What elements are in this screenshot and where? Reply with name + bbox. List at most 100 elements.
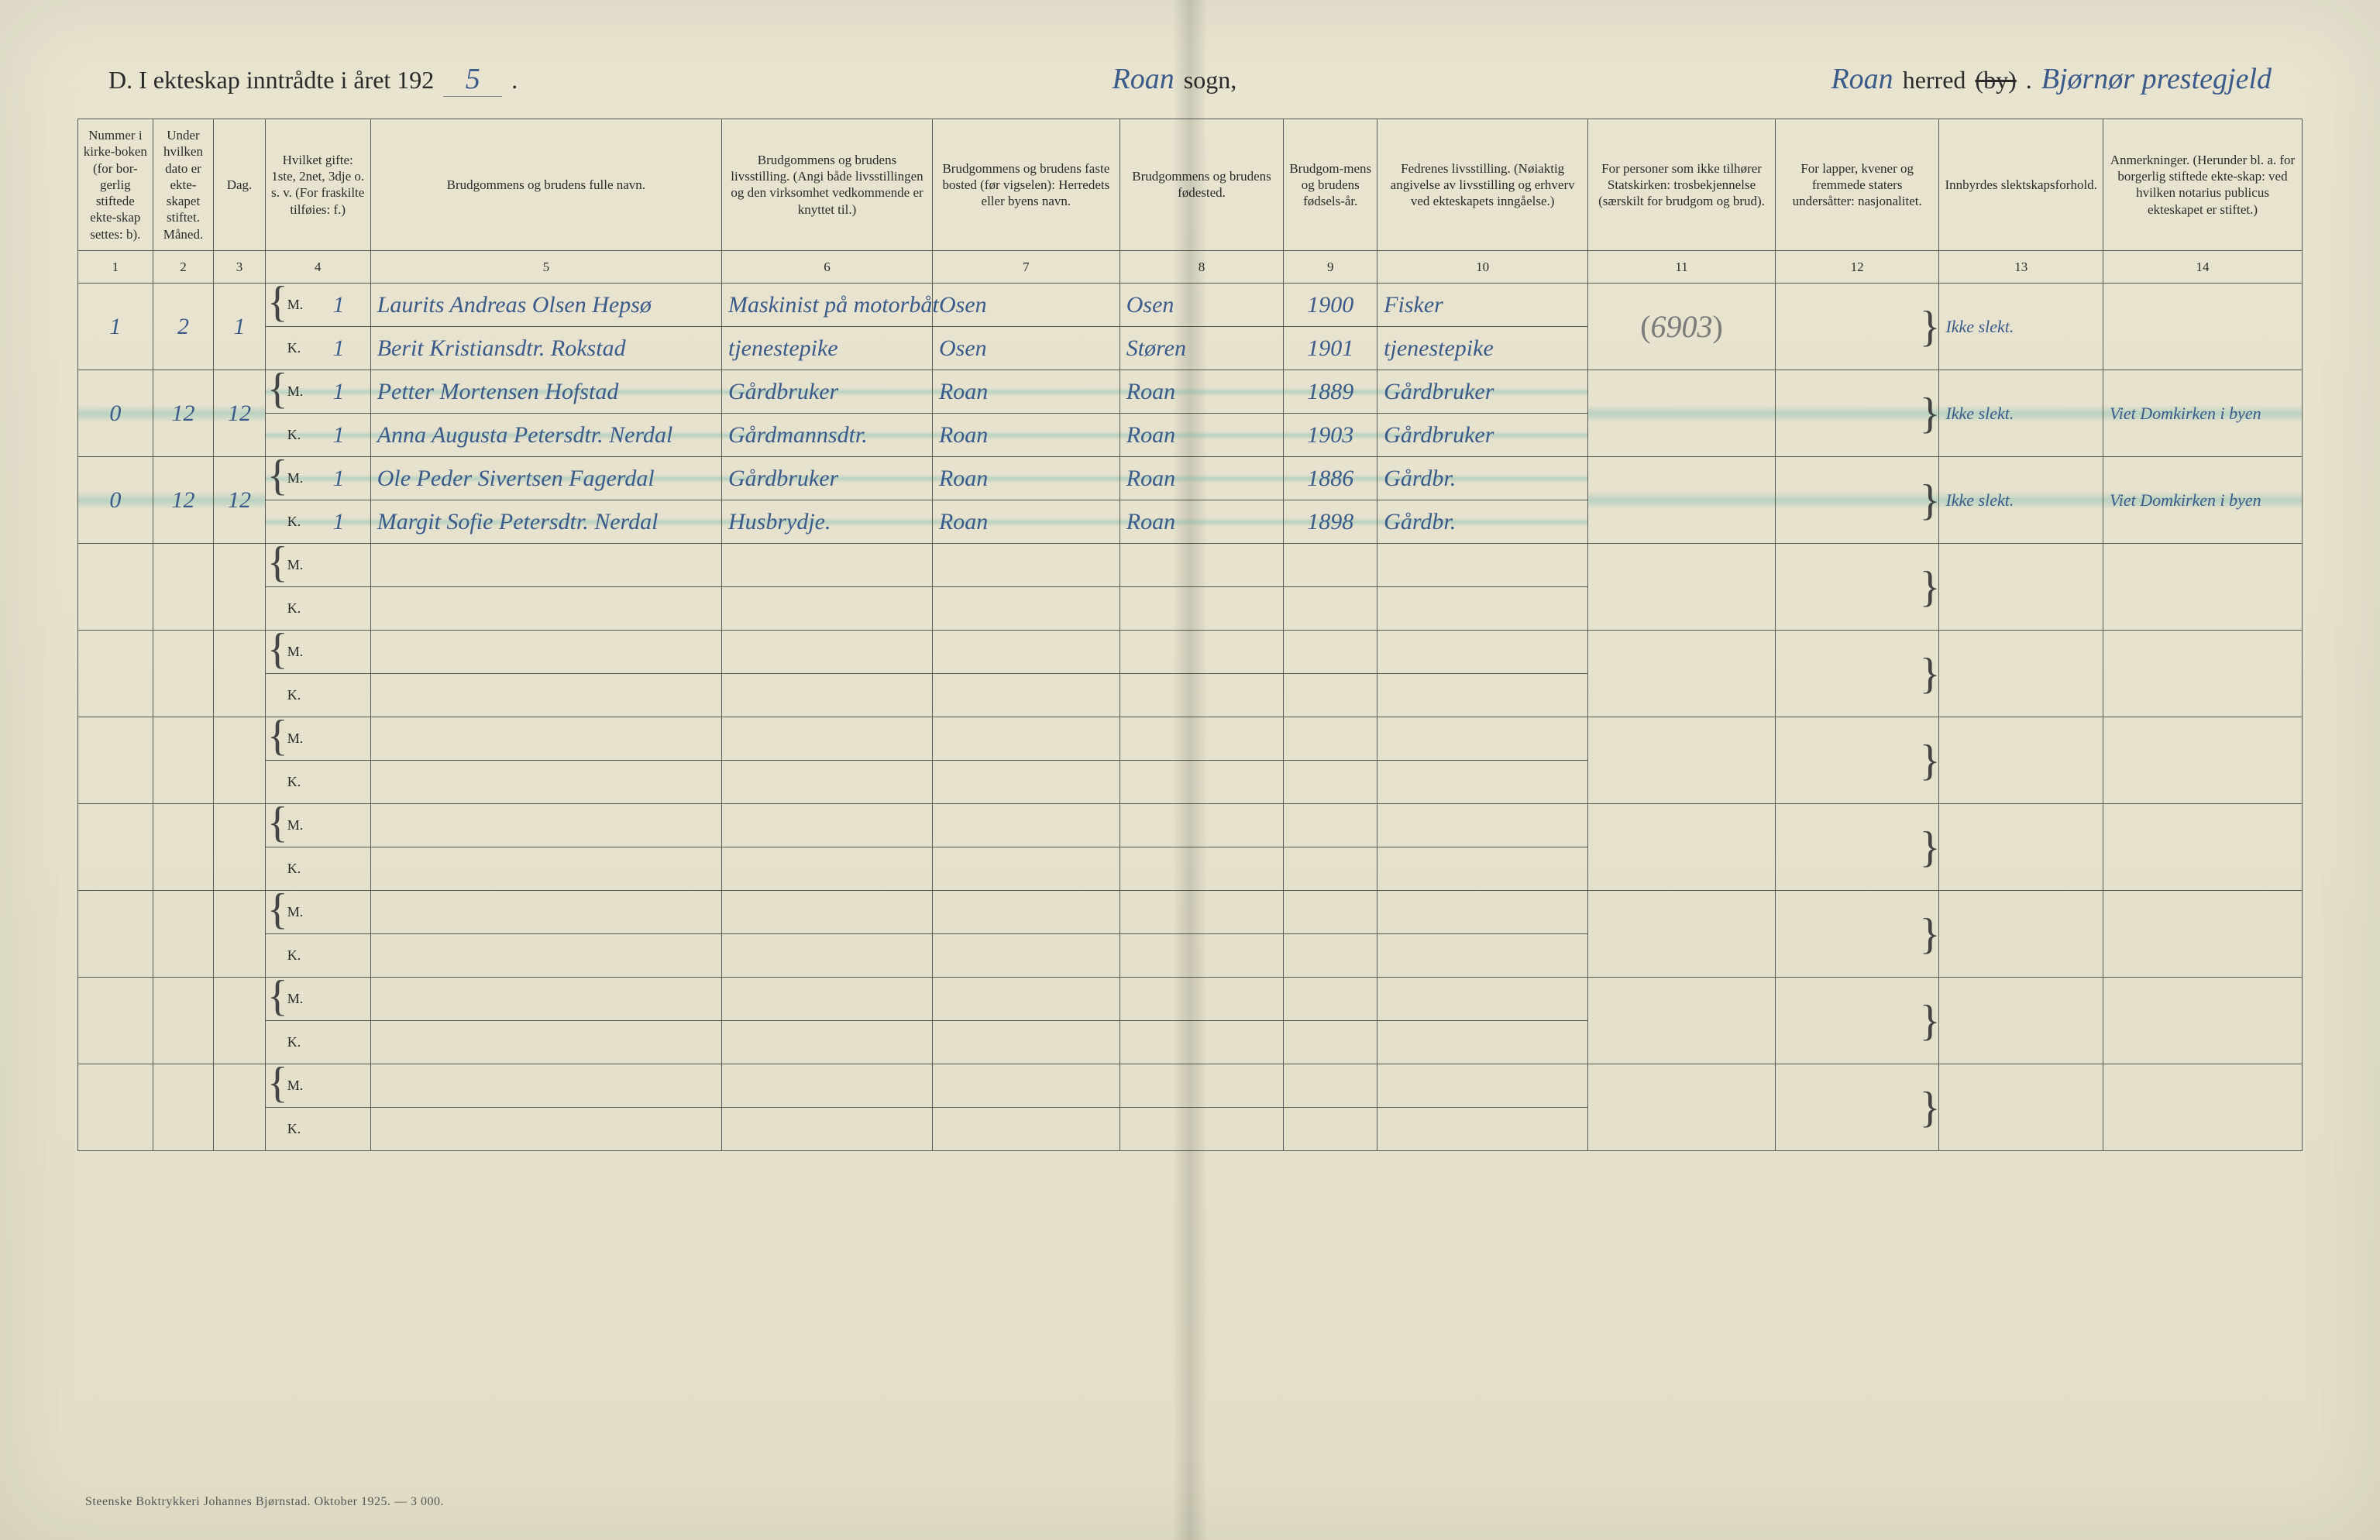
mk-label-k: K. — [265, 934, 307, 978]
col-num-7: 7 — [932, 250, 1119, 283]
year-digit: 5 — [443, 62, 502, 97]
mk-label-m: {M. — [265, 717, 307, 761]
anm-cell: Viet Domkirken i byen — [2103, 457, 2303, 544]
mk-label-m: {M. — [265, 978, 307, 1021]
entry-day: 1 — [214, 284, 265, 370]
mk-label-m: {M. — [265, 891, 307, 934]
entry-number: 0 — [78, 457, 153, 544]
register-page: D. I ekteskap inntrådte i året 192 5. Roa… — [0, 0, 2380, 1540]
col-num-10: 10 — [1377, 250, 1588, 283]
entry-month: 12 — [153, 370, 214, 457]
header-period: . — [511, 66, 518, 95]
sogn-value: Roan — [1113, 62, 1175, 96]
mk-label-m: {M. — [265, 631, 307, 674]
col-header-8: Brudgommens og brudens fødested. — [1119, 119, 1284, 251]
herred-value: Roan — [1831, 62, 1893, 96]
col-num-8: 8 — [1119, 250, 1284, 283]
col-header-12: For lapper, kvener og fremmede staters u… — [1775, 119, 1939, 251]
gifte-k: 1 — [308, 327, 371, 370]
table-head: Nummer i kirke-boken (for bor-gerlig sti… — [78, 119, 2303, 284]
anm-cell — [2103, 284, 2303, 370]
gifte-m: 1 — [308, 284, 371, 327]
col-num-5: 5 — [370, 250, 721, 283]
header-row: Nummer i kirke-boken (for bor-gerlig sti… — [78, 119, 2303, 251]
empty-row: {M. — [78, 891, 2303, 934]
prestegjeld-value: Bjørnør prestegjeld — [2041, 62, 2272, 96]
col11-note — [1588, 370, 1776, 457]
col-num-6: 6 — [722, 250, 933, 283]
entry-month: 12 — [153, 457, 214, 544]
mk-label-k: K. — [265, 500, 307, 544]
slekt-cell: Ikke slekt. — [1939, 457, 2103, 544]
mk-label-m: {M. — [265, 804, 307, 847]
col-header-3: Dag. — [214, 119, 265, 251]
col-num-1: 1 — [78, 250, 153, 283]
sogn-label: sogn, — [1184, 66, 1236, 95]
col-header-2: Under hvilken dato er ekte-skapet stifte… — [153, 119, 214, 251]
header-prefix: D. I ekteskap inntrådte i året 192 — [108, 66, 434, 95]
mk-label-k: K. — [265, 1108, 307, 1151]
mk-label-m: {M. — [265, 284, 307, 327]
printer-footer: Steenske Boktrykkeri Johannes Bjørnstad.… — [85, 1495, 444, 1509]
col12-cell — [1775, 370, 1939, 457]
gifte-k: 1 — [308, 500, 371, 544]
col-header-9: Brudgom-mens og brudens fødsels-år. — [1284, 119, 1377, 251]
col-header-10: Fedrenes livsstilling. (Nøiaktig angivel… — [1377, 119, 1588, 251]
col-num-2: 2 — [153, 250, 214, 283]
col11-note — [1588, 457, 1776, 544]
entry-number: 1 — [78, 284, 153, 370]
empty-row: {M. — [78, 544, 2303, 587]
col12-cell — [1775, 457, 1939, 544]
mk-label-k: K. — [265, 1021, 307, 1064]
slekt-cell: Ikke slekt. — [1939, 284, 2103, 370]
herred-label-post: . — [2026, 66, 2032, 95]
col-num-9: 9 — [1284, 250, 1377, 283]
column-number-row: 1234567891011121314 — [78, 250, 2303, 283]
anm-cell: Viet Domkirken i byen — [2103, 370, 2303, 457]
col-num-3: 3 — [214, 250, 265, 283]
herred-label-strike: (by) — [1975, 66, 2016, 95]
gifte-m: 1 — [308, 370, 371, 414]
col-num-12: 12 — [1775, 250, 1939, 283]
mk-label-k: K. — [265, 761, 307, 804]
entry-row-m: 01212{M.1Ole Peder Sivertsen FagerdalGår… — [78, 457, 2303, 500]
mk-label-k: K. — [265, 414, 307, 457]
mk-label-k: K. — [265, 327, 307, 370]
empty-row: {M. — [78, 804, 2303, 847]
col-header-1: Nummer i kirke-boken (for bor-gerlig sti… — [78, 119, 153, 251]
entry-row-m: 01212{M.1Petter Mortensen HofstadGårdbru… — [78, 370, 2303, 414]
col-header-7: Brudgommens og brudens faste bosted (før… — [932, 119, 1119, 251]
col-header-4: Hvilket gifte: 1ste, 2net, 3dje o. s. v.… — [265, 119, 370, 251]
entry-day: 12 — [214, 370, 265, 457]
empty-row: {M. — [78, 717, 2303, 761]
gifte-m: 1 — [308, 457, 371, 500]
empty-row: {M. — [78, 631, 2303, 674]
entry-number: 0 — [78, 370, 153, 457]
col-header-13: Innbyrdes slektskapsforhold. — [1939, 119, 2103, 251]
col-num-11: 11 — [1588, 250, 1776, 283]
table-body: 121{M.1Laurits Andreas Olsen HepsøMaskin… — [78, 284, 2303, 1151]
col-num-14: 14 — [2103, 250, 2303, 283]
col-header-14: Anmerkninger. (Herunder bl. a. for borge… — [2103, 119, 2303, 251]
entry-day: 12 — [214, 457, 265, 544]
mk-label-m: {M. — [265, 370, 307, 414]
gifte-k: 1 — [308, 414, 371, 457]
col12-cell — [1775, 284, 1939, 370]
col-num-13: 13 — [1939, 250, 2103, 283]
col11-note: (6903) — [1588, 284, 1776, 370]
register-table: Nummer i kirke-boken (for bor-gerlig sti… — [77, 119, 2303, 1151]
mk-label-k: K. — [265, 674, 307, 717]
mk-label-m: {M. — [265, 457, 307, 500]
slekt-cell: Ikke slekt. — [1939, 370, 2103, 457]
mk-label-k: K. — [265, 847, 307, 891]
entry-month: 2 — [153, 284, 214, 370]
page-header: D. I ekteskap inntrådte i året 192 5. Roa… — [77, 62, 2303, 97]
entry-row-m: 121{M.1Laurits Andreas Olsen HepsøMaskin… — [78, 284, 2303, 327]
empty-row: {M. — [78, 1064, 2303, 1108]
mk-label-m: {M. — [265, 1064, 307, 1108]
mk-label-m: {M. — [265, 544, 307, 587]
col-header-6: Brudgommens og brudens livsstilling. (An… — [722, 119, 933, 251]
col-header-5: Brudgommens og brudens fulle navn. — [370, 119, 721, 251]
herred-label-pre: herred — [1903, 66, 1966, 95]
empty-row: {M. — [78, 978, 2303, 1021]
